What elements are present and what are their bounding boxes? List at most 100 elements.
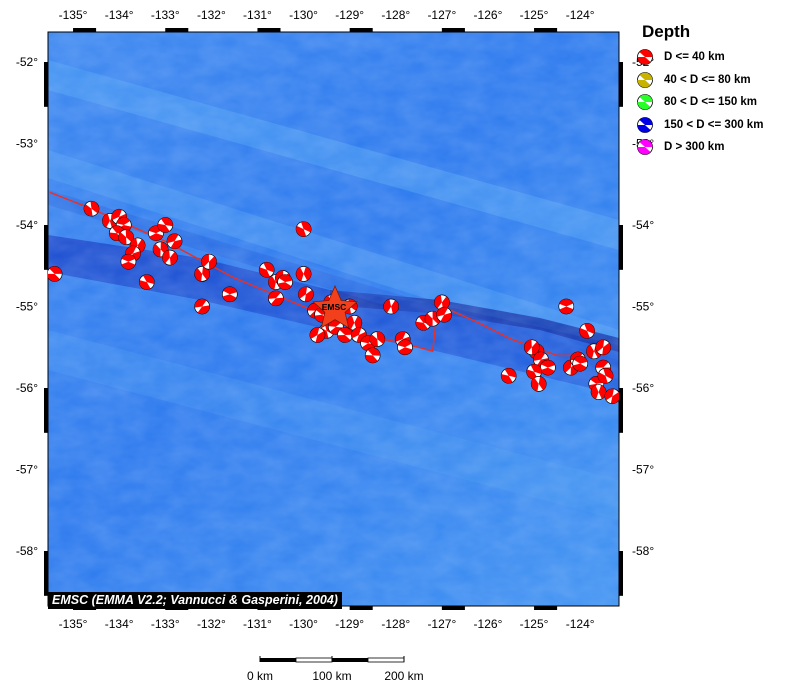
focal-mechanism[interactable]	[81, 198, 102, 219]
legend-item-2: 80 < D <= 150 km	[636, 91, 784, 114]
focal-mechanism[interactable]	[364, 347, 381, 364]
focal-mechanism[interactable]	[571, 355, 589, 373]
focal-mechanism[interactable]	[589, 382, 609, 402]
focal-mechanism[interactable]	[308, 326, 326, 344]
frame-check	[165, 28, 189, 32]
focal-mechanism-quadrants	[531, 376, 547, 392]
focal-mechanism-quadrants	[501, 368, 517, 384]
scale-label-0: 0 km	[247, 669, 273, 683]
focal-mechanism[interactable]	[433, 294, 450, 311]
focal-mechanism[interactable]	[525, 362, 544, 381]
focal-mechanism-quadrants	[201, 254, 217, 270]
focal-mechanism-quadrants	[48, 266, 63, 282]
scale-bar: 0 km 100 km 200 km	[247, 656, 424, 683]
focal-mechanism[interactable]	[500, 367, 518, 385]
focal-mechanism[interactable]	[47, 266, 63, 282]
focal-mechanism[interactable]	[595, 339, 612, 356]
focal-mechanism[interactable]	[257, 260, 276, 279]
focal-mechanism-quadrants	[436, 307, 452, 323]
focal-mechanism[interactable]	[162, 249, 178, 266]
focal-mechanism[interactable]	[164, 231, 185, 252]
latitude-tick-label: -56°	[632, 381, 654, 395]
frame-check	[257, 28, 281, 32]
focal-mechanism[interactable]	[293, 264, 313, 284]
focal-mechanism-quadrants	[296, 221, 311, 237]
focal-mechanism-quadrants	[167, 233, 182, 249]
longitude-labels-bottom: -135° -134° -133° -132° -131° -130° -129° -128°…	[59, 617, 595, 631]
frame-check	[44, 388, 48, 433]
focal-mechanism[interactable]	[367, 329, 388, 350]
longitude-tick-label: -134°	[105, 8, 134, 22]
focal-mechanisms	[47, 198, 622, 405]
frame-check	[441, 28, 465, 32]
legend-item-label: 150 < D <= 300 km	[664, 118, 764, 131]
focal-mechanism-quadrants	[383, 299, 399, 314]
focal-mechanism[interactable]	[523, 339, 540, 356]
focal-mechanism[interactable]	[192, 296, 213, 317]
longitude-tick-label: -135°	[59, 8, 88, 22]
focal-mechanism-quadrants	[365, 348, 381, 363]
focal-mechanism-quadrants	[277, 274, 293, 290]
scale-label-200: 200 km	[384, 669, 423, 683]
latitude-tick-label: -56°	[16, 381, 38, 395]
focal-mechanism[interactable]	[556, 297, 576, 317]
focal-mechanism-quadrants	[540, 360, 555, 375]
epicenter-label: EMSC	[322, 302, 347, 312]
frame-check	[619, 225, 623, 270]
frame-check	[44, 225, 48, 270]
focal-mechanism[interactable]	[337, 327, 353, 343]
focal-mechanism[interactable]	[395, 337, 415, 357]
epicenter-star[interactable]: EMSC	[312, 284, 358, 329]
focal-mechanism[interactable]	[265, 288, 286, 309]
focal-mechanism-quadrants	[605, 388, 619, 404]
focal-mechanism-quadrants	[84, 201, 99, 217]
focal-mechanism-quadrants	[579, 323, 595, 339]
focal-mechanism[interactable]	[577, 321, 597, 341]
focal-mechanism[interactable]	[382, 298, 400, 316]
focal-mechanism[interactable]	[604, 387, 622, 405]
focal-mechanism[interactable]	[157, 216, 174, 233]
focal-mechanism-quadrants	[298, 286, 314, 302]
focal-mechanism-quadrants	[369, 331, 385, 347]
frame-check	[619, 551, 623, 596]
focal-mechanism[interactable]	[192, 263, 213, 284]
focal-mechanism[interactable]	[528, 373, 549, 394]
focal-mechanism-quadrants	[337, 327, 353, 343]
latitude-tick-label: -57°	[16, 463, 38, 477]
longitude-tick-label: -130°	[289, 617, 318, 631]
focal-mechanism[interactable]	[276, 273, 294, 291]
focal-mechanism[interactable]	[538, 358, 557, 377]
focal-mechanism[interactable]	[116, 227, 137, 248]
focal-mechanism[interactable]	[294, 219, 314, 239]
focal-mechanism-quadrants	[591, 385, 606, 400]
beachball-magenta-icon	[637, 139, 653, 156]
latitude-tick-label: -54°	[632, 218, 654, 232]
depth-legend: Depth D <= 40 km 40 < D <= 80 km 80 < D …	[636, 22, 784, 159]
frame-check	[349, 28, 373, 32]
longitude-tick-label: -132°	[197, 8, 226, 22]
focal-mechanism[interactable]	[119, 252, 139, 272]
focal-mechanism[interactable]	[434, 305, 454, 325]
focal-mechanism[interactable]	[138, 273, 156, 291]
longitude-tick-label: -128°	[381, 617, 410, 631]
focal-mechanism[interactable]	[201, 253, 217, 270]
epicenter-star-icon[interactable]	[312, 284, 358, 329]
latitude-tick-label: -53°	[16, 137, 38, 151]
focal-mechanism[interactable]	[595, 366, 615, 386]
focal-mechanism[interactable]	[345, 313, 364, 332]
latitude-labels-left: -52° -53° -54° -55° -56° -57° -58°	[16, 55, 38, 558]
focal-mechanism-quadrants	[109, 225, 125, 241]
latitude-tick-label: -57°	[632, 463, 654, 477]
longitude-tick-label: -129°	[335, 617, 364, 631]
longitude-tick-label: -135°	[59, 617, 88, 631]
focal-mechanism-quadrants	[157, 217, 173, 233]
focal-mechanism[interactable]	[297, 286, 314, 303]
longitude-tick-label: -131°	[243, 8, 272, 22]
focal-mechanism-quadrants	[563, 360, 579, 376]
frame-check	[349, 606, 373, 610]
frame-check	[441, 606, 465, 610]
focal-mechanism-quadrants	[572, 356, 588, 371]
focal-mechanism[interactable]	[220, 285, 239, 304]
focal-mechanism-quadrants	[559, 299, 574, 314]
frame-check	[44, 551, 48, 596]
